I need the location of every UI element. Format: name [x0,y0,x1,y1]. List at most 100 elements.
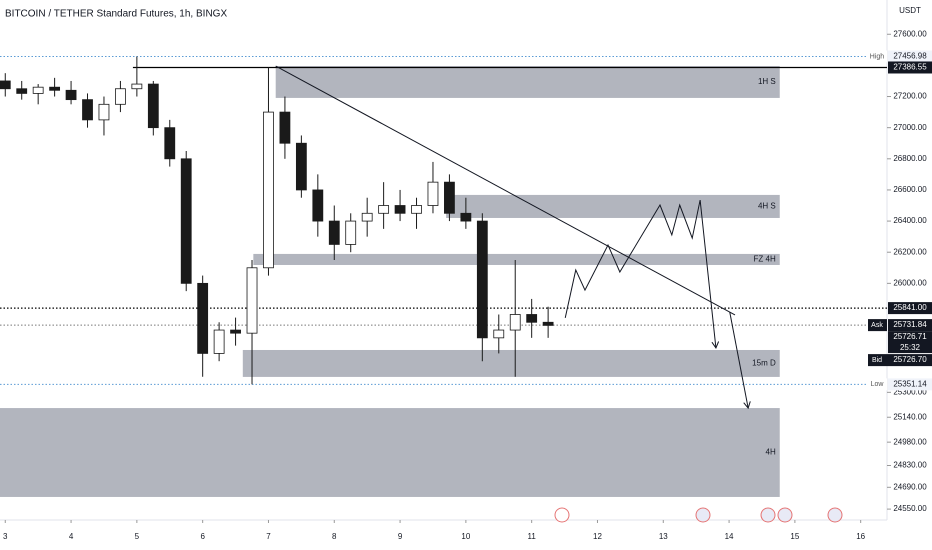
zone [0,408,780,497]
candle-body [378,205,390,214]
x-tick-label: 15 [790,532,799,541]
quote-bid: 25726.70 [893,355,927,364]
zone-label: 4H S [758,202,776,211]
candle-body [295,142,307,191]
event-icons [554,507,843,523]
candle-body [131,83,143,90]
y-tick-label: 27600.00 [893,29,927,38]
y-tick-label: 24830.00 [893,461,927,470]
x-tick-label: 11 [528,532,537,541]
candle-body [460,212,472,222]
candle-body [427,181,439,206]
candle-body [542,321,554,326]
y-tick-label: 26000.00 [893,278,927,287]
candle-body [32,86,44,94]
candle-body [49,86,61,91]
arrow-head [711,341,720,350]
price-badge [888,319,932,332]
y-tick-label: 26200.00 [893,247,927,256]
zone-label: 15m D [752,359,776,368]
candle-body [444,181,455,214]
price-tag: Ask [871,322,883,329]
x-tick-label: 7 [266,532,271,541]
y-tick-label: 24690.00 [893,482,927,491]
candle-body [328,220,340,245]
candle-body [213,329,225,354]
y-tick-label: 26600.00 [893,185,927,194]
x-tick-label: 4 [69,532,74,541]
candle-body [263,111,274,269]
currency: USDT [899,6,921,15]
drawing-line [729,311,749,409]
candle-body [526,314,538,323]
price-tag-bg [868,319,887,332]
x-tick-label: 10 [461,532,470,541]
candle-body [230,329,241,334]
candle-body [411,205,422,214]
y-tick-label: 26400.00 [893,216,927,225]
price-tag: High [870,53,885,60]
candle-body [98,103,110,121]
y-tick-label: 24550.00 [893,504,927,513]
candle-body [493,329,505,339]
arrow-head [743,401,751,410]
zone-label: FZ 4H [754,255,776,264]
quote-countdown: 25:32 [900,343,921,352]
quote-bg [888,331,932,354]
x-tick-label: 12 [593,532,602,541]
candle-body [115,88,126,105]
candle-body [509,314,521,331]
candle-body [180,158,192,284]
candle-body [345,220,357,245]
drawing-line [564,199,717,349]
price-badge-label: 25351.14 [893,379,927,388]
quote-bid-tag: Bid [872,357,882,364]
price-tag: Low [871,381,885,388]
candle-body [0,80,11,90]
quote-bg [868,354,932,367]
candle-body [197,282,209,354]
zone [275,66,780,98]
price-axis-bg [887,0,932,550]
price-badge-label: 27456.98 [893,52,927,61]
price-badge [888,378,932,391]
drawing-line [275,65,736,316]
quote-last: 25726.71 [893,332,927,341]
price-tag-bg [868,378,887,391]
y-tick-label: 27000.00 [893,123,927,132]
candle-body [246,267,258,334]
candle-body [16,88,28,94]
candle-body [82,99,93,121]
y-tick-label: 25300.00 [893,387,927,396]
x-tick-label: 14 [725,532,734,541]
candle-body [164,127,176,160]
price-tag-bg [868,50,887,63]
price-badge-label: 27386.55 [893,63,927,72]
zone [242,349,780,377]
zone [446,194,780,218]
price-badge [888,50,932,63]
y-tick-label: 27200.00 [893,92,927,101]
chart-title: BITCOIN / TETHER Standard Futures, 1h, B… [5,9,227,20]
price-badge [888,302,932,315]
candle-body [394,205,406,214]
candle-body [279,111,291,144]
y-tick-label: 26800.00 [893,154,927,163]
zone-label: 1H S [758,77,776,86]
candle-body [361,212,373,222]
y-tick-label: 24980.00 [893,437,927,446]
x-tick-label: 13 [659,532,668,541]
y-tick-label: 25140.00 [893,412,927,421]
candle-body [476,220,488,339]
candle-body [312,189,324,222]
price-badge-label: 25731.84 [893,320,927,329]
zone [253,253,780,265]
x-tick-label: 3 [3,532,8,541]
x-tick-label: 9 [398,532,403,541]
x-tick-label: 8 [332,532,337,541]
x-tick-label: 5 [135,532,140,541]
candle-body [65,89,77,101]
price-badge-label: 25841.00 [893,303,927,312]
x-tick-label: 6 [200,532,205,541]
